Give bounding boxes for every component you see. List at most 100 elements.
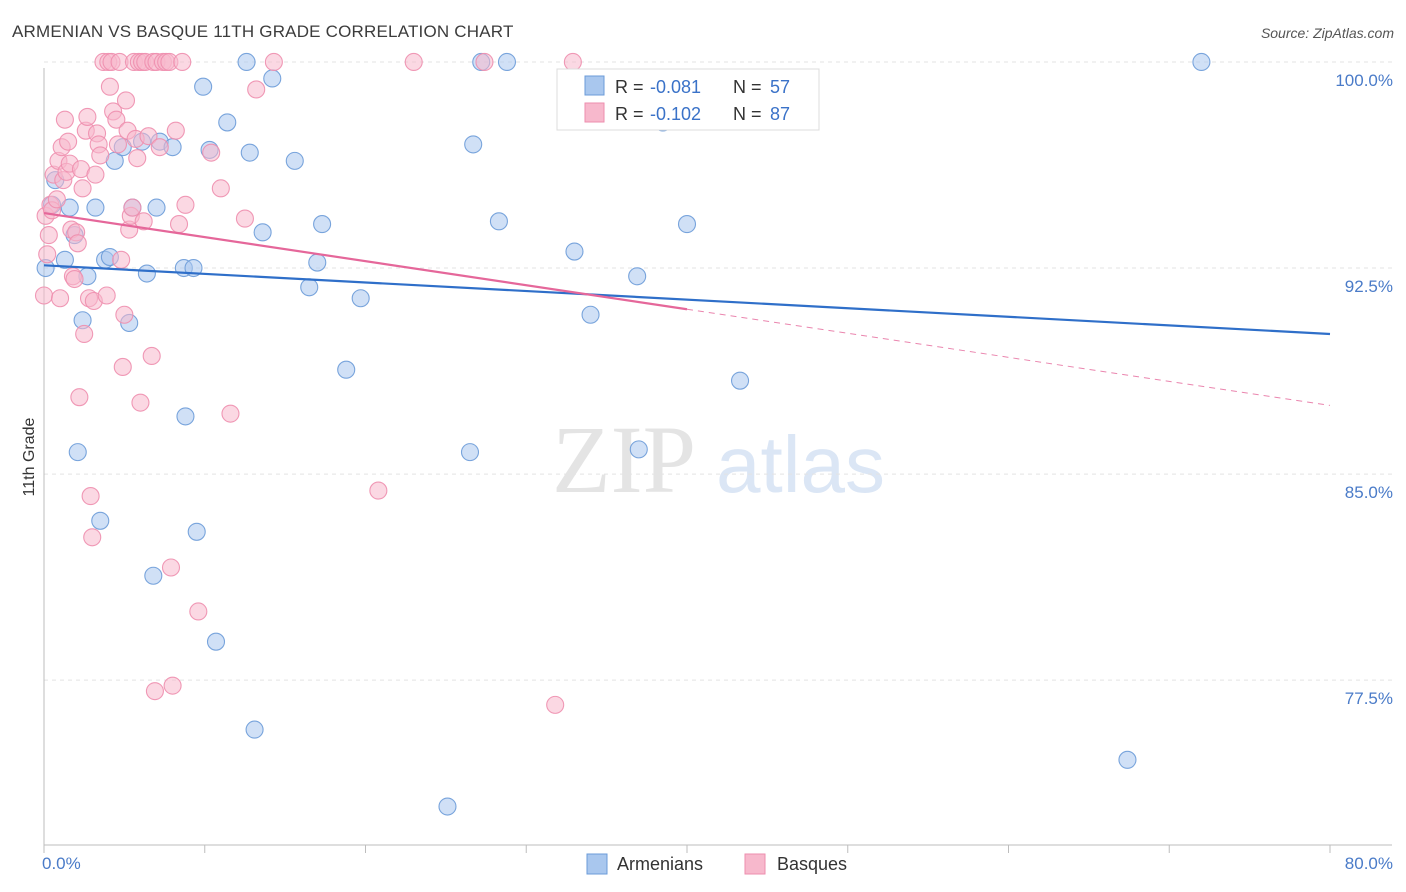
basque-point-84 [475, 52, 494, 72]
basque-point-79 [235, 209, 254, 228]
basque-point-24 [75, 324, 94, 344]
basque-point-85 [546, 695, 565, 714]
basque-point-9 [51, 289, 70, 308]
basque-point-56 [131, 393, 150, 412]
series-legend-swatch-armenians [586, 853, 608, 875]
basque-point-78 [221, 404, 240, 423]
basque-point-86 [563, 52, 582, 72]
armenian-point-29 [206, 632, 226, 651]
armenian-point-30 [218, 113, 237, 132]
basque-point-70 [163, 676, 182, 695]
basque-point-28 [81, 487, 100, 506]
armenian-point-50 [628, 267, 647, 286]
basque-points [34, 52, 582, 714]
basque-point-74 [176, 195, 195, 214]
armenian-point-33 [245, 720, 264, 739]
basque-point-76 [202, 143, 221, 162]
armenian-point-6 [68, 443, 87, 462]
basque-point-75 [189, 602, 208, 621]
armenian-point-49 [581, 305, 600, 324]
armenian-point-19 [144, 566, 163, 585]
basque-point-20 [68, 234, 87, 253]
basque-trend-line [43, 212, 688, 311]
basque-point-72 [169, 215, 189, 234]
armenian-point-36 [285, 151, 304, 170]
legend-r-value-armenian: -0.081 [650, 77, 701, 97]
y-tick-label-0: 100.0% [1335, 71, 1393, 90]
basque-point-60 [139, 127, 158, 146]
basque-point-61 [142, 346, 161, 366]
legend-n-label-armenian: N = [733, 77, 762, 97]
basque-point-21 [70, 388, 89, 407]
armenian-point-32 [240, 143, 259, 162]
legend-r-label-armenian: R = [615, 77, 644, 97]
basque-point-36 [97, 286, 116, 305]
basque-point-3 [39, 226, 58, 245]
armenian-point-41 [351, 289, 370, 308]
series-legend-label-armenians: Armenians [617, 854, 703, 874]
legend-r-label-basque: R = [615, 104, 644, 124]
basque-point-34 [91, 146, 110, 165]
chart-title: ARMENIAN VS BASQUE 11TH GRADE CORRELATIO… [12, 22, 514, 41]
basque-point-63 [145, 682, 164, 701]
basque-point-51 [123, 198, 142, 217]
y-tick-label-1: 92.5% [1345, 277, 1393, 296]
basque-point-71 [166, 121, 185, 140]
basque-point-81 [264, 52, 283, 72]
basque-point-69 [161, 558, 181, 577]
basque-point-38 [100, 77, 119, 96]
watermark-atlas: atlas [716, 420, 885, 509]
series-legend: Armenians Basques [586, 853, 847, 875]
armenian-point-43 [460, 443, 480, 462]
basque-point-29 [83, 528, 102, 547]
armenian-point-40 [337, 360, 356, 379]
legend-n-value-basque: 87 [770, 104, 790, 124]
basque-point-58 [134, 212, 153, 231]
basque-point-83 [404, 52, 423, 72]
basque-point-7 [47, 190, 66, 209]
y-tick-label-3: 77.5% [1345, 689, 1393, 708]
armenian-point-31 [237, 52, 256, 72]
basque-point-42 [108, 135, 127, 154]
series-legend-swatch-basques [744, 853, 766, 875]
basque-point-31 [86, 165, 105, 184]
chart-source: Source: ZipAtlas.com [1260, 25, 1394, 41]
armenian-point-10 [91, 511, 110, 530]
stats-legend: R = -0.081 N = 57 R = -0.102 N = 87 [556, 68, 820, 131]
armenian-point-38 [308, 253, 327, 272]
x-tick-label-min: 0.0% [42, 854, 81, 873]
armenian-point-56 [1192, 52, 1211, 72]
y-tick-labels: 100.0% 92.5% 85.0% 77.5% [1335, 71, 1393, 708]
basque-point-12 [55, 110, 74, 129]
basque-point-47 [116, 91, 136, 110]
armenian-point-26 [187, 522, 206, 541]
armenian-point-53 [677, 215, 697, 234]
armenian-point-24 [176, 407, 195, 426]
basque-point-14 [59, 132, 78, 151]
armenian-point-55 [1118, 750, 1137, 769]
basque-point-26 [78, 107, 97, 126]
armenian-point-47 [497, 52, 517, 72]
armenian-point-35 [263, 69, 282, 88]
basque-point-46 [115, 305, 134, 324]
basque-point-80 [247, 80, 266, 99]
basque-point-44 [112, 250, 131, 269]
armenian-point-3 [55, 250, 74, 269]
basque-point-54 [128, 149, 147, 168]
basque-point-23 [73, 179, 92, 198]
y-tick-label-2: 85.0% [1345, 483, 1393, 502]
armenian-point-48 [565, 242, 584, 261]
armenian-point-54 [730, 371, 750, 390]
legend-swatch-basque [584, 102, 605, 123]
armenian-point-9 [86, 198, 105, 217]
basque-point-65 [150, 138, 169, 157]
basque-point-73 [173, 52, 192, 72]
x-axis-ticks [43, 845, 1331, 853]
armenian-point-51 [629, 440, 648, 459]
y-axis-label: 11th Grade [21, 417, 38, 496]
basque-point-18 [65, 269, 84, 289]
armenian-point-39 [313, 215, 332, 234]
series-legend-label-basques: Basques [777, 854, 847, 874]
armenian-point-20 [147, 198, 166, 217]
